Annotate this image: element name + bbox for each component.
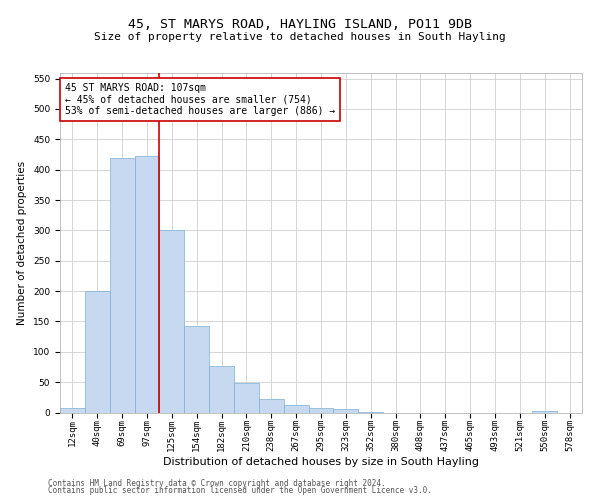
Bar [160,230,184,412]
Text: Size of property relative to detached houses in South Hayling: Size of property relative to detached ho… [94,32,506,42]
Text: Contains public sector information licensed under the Open Government Licence v3: Contains public sector information licen… [48,486,432,495]
Bar [259,398,284,412]
Text: 45 ST MARYS ROAD: 107sqm
← 45% of detached houses are smaller (754)
53% of semi-: 45 ST MARYS ROAD: 107sqm ← 45% of detach… [65,82,335,116]
Bar [334,409,358,412]
X-axis label: Distribution of detached houses by size in South Hayling: Distribution of detached houses by size … [163,456,479,466]
Bar [184,326,209,412]
Y-axis label: Number of detached properties: Number of detached properties [17,160,28,324]
Bar [134,156,160,412]
Text: Contains HM Land Registry data © Crown copyright and database right 2024.: Contains HM Land Registry data © Crown c… [48,478,386,488]
Bar [85,291,110,412]
Bar [234,384,259,412]
Bar [110,158,134,412]
Bar [209,366,234,412]
Bar [60,408,85,412]
Text: 45, ST MARYS ROAD, HAYLING ISLAND, PO11 9DB: 45, ST MARYS ROAD, HAYLING ISLAND, PO11 … [128,18,472,30]
Bar [284,405,308,412]
Bar [308,408,334,412]
Bar [532,410,557,412]
